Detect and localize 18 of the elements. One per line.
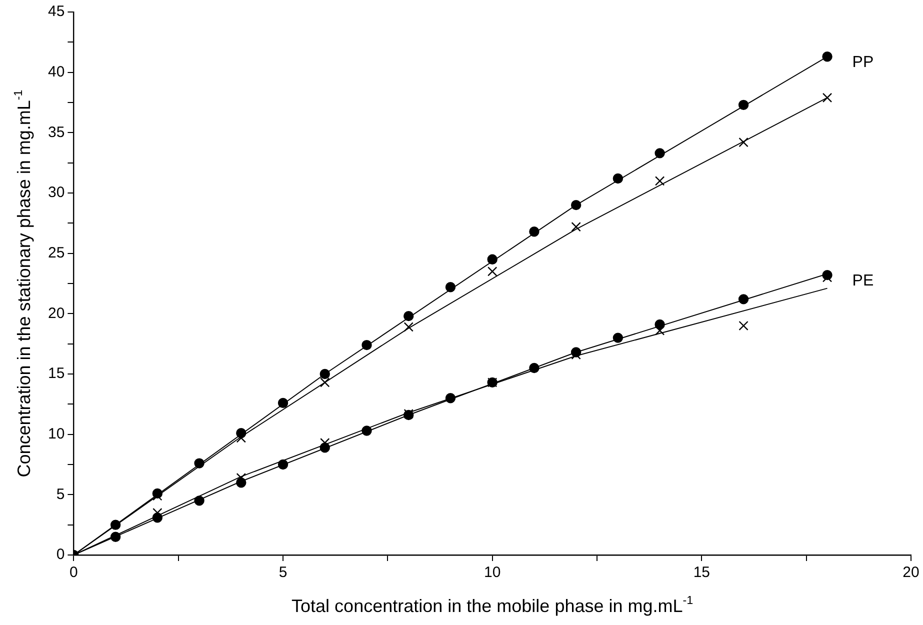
- y-tick-label: 45: [48, 3, 65, 20]
- y-tick-label: 35: [48, 124, 65, 141]
- y-axis-title: Concentration in the stationary phase in mg.mL-1: [12, 90, 34, 478]
- y-tick-label: 25: [48, 244, 65, 262]
- x-tick-label: 10: [484, 564, 501, 582]
- y-tick-label: 15: [48, 365, 65, 382]
- x-tick-label: 0: [70, 564, 78, 582]
- y-tick-label: 20: [48, 304, 65, 322]
- annotation: PP: [852, 54, 874, 72]
- x-tick-label: 5: [278, 564, 288, 582]
- y-tick-label: 40: [48, 63, 65, 80]
- y-tick-label: 30: [48, 184, 65, 202]
- y-tick-label: 0: [56, 546, 65, 564]
- x-tick-label: 20: [902, 564, 920, 582]
- annotation: PE: [852, 272, 874, 290]
- y-tick-label: 5: [56, 486, 65, 503]
- y-tick-label: 10: [48, 425, 65, 442]
- x-tick-label: 15: [693, 564, 710, 582]
